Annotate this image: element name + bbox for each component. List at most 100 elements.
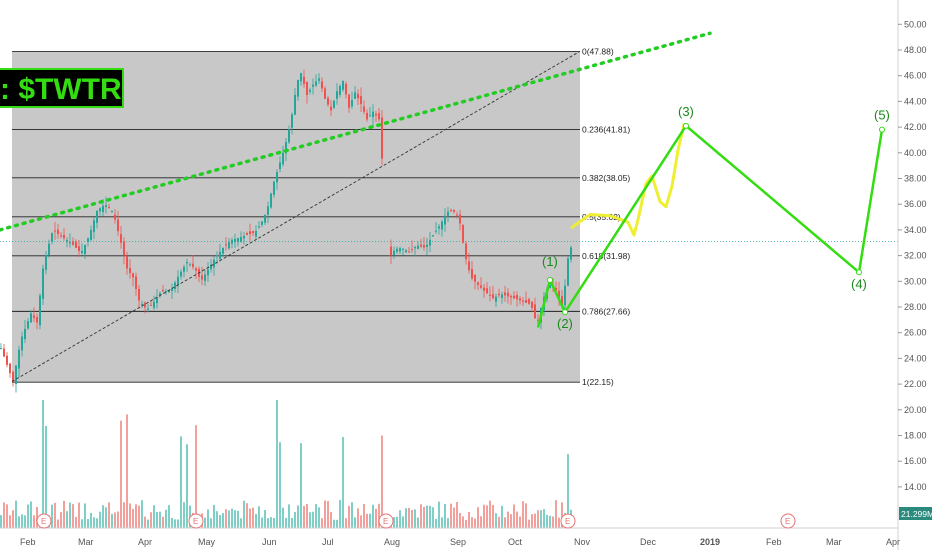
fib-level-label: 0.236(41.81) bbox=[582, 125, 630, 135]
candle-body bbox=[189, 264, 191, 266]
volume-bar bbox=[432, 507, 434, 528]
volume-bar bbox=[330, 512, 332, 528]
candle-body bbox=[33, 315, 35, 318]
candle-body bbox=[405, 250, 407, 253]
volume-bar bbox=[177, 519, 179, 528]
volume-bar bbox=[354, 517, 356, 528]
volume-bar bbox=[135, 504, 137, 528]
volume-bar bbox=[342, 437, 344, 528]
candlesticks bbox=[0, 69, 572, 393]
candle-body bbox=[90, 229, 92, 241]
candle-body bbox=[519, 298, 521, 301]
candle-body bbox=[351, 100, 353, 107]
volume-bar bbox=[357, 508, 359, 528]
candle-body bbox=[360, 96, 362, 104]
volume-bar bbox=[291, 517, 293, 528]
candle-body bbox=[510, 295, 512, 298]
volume-bar bbox=[57, 519, 59, 528]
diagonal-trendline bbox=[11, 50, 581, 382]
wave-label: (3) bbox=[678, 104, 694, 119]
candle-body bbox=[267, 206, 269, 215]
volume-bar bbox=[414, 509, 416, 528]
candle-body bbox=[69, 242, 71, 244]
time-axis: E E E E E Feb Mar Apr May Jun Jul Aug Sep Oct Nov Dec 20… bbox=[20, 513, 900, 547]
volume-bar bbox=[186, 444, 188, 528]
candle-body bbox=[315, 81, 317, 86]
candle-body bbox=[87, 238, 89, 243]
wave-label: (5) bbox=[874, 108, 890, 123]
price-tick-label: 50.00 bbox=[904, 19, 927, 29]
volume-bar bbox=[258, 506, 260, 528]
time-tick-label: 2019 bbox=[700, 537, 720, 547]
candle-body bbox=[120, 234, 122, 243]
candle-body bbox=[303, 76, 305, 85]
volume-bar bbox=[156, 512, 158, 528]
candle-body bbox=[282, 152, 284, 165]
volume-bar bbox=[501, 505, 503, 528]
candle-body bbox=[420, 244, 422, 247]
candle-body bbox=[165, 290, 167, 292]
volume-bar bbox=[276, 400, 278, 528]
candle-body bbox=[381, 117, 383, 159]
candle-body bbox=[138, 288, 140, 301]
candle-body bbox=[252, 230, 254, 234]
volume-bar bbox=[300, 443, 302, 528]
candle-body bbox=[168, 290, 170, 293]
candle-body bbox=[54, 230, 56, 232]
candle-body bbox=[309, 89, 311, 92]
wave-point bbox=[683, 122, 689, 129]
candle-body bbox=[144, 302, 146, 308]
candle-body bbox=[228, 242, 230, 249]
price-tick-label: 48.00 bbox=[904, 45, 927, 55]
volume-bar bbox=[174, 519, 176, 528]
volume-bar bbox=[75, 516, 77, 528]
candle-body bbox=[414, 246, 416, 249]
volume-bar bbox=[222, 513, 224, 528]
volume-bar bbox=[507, 511, 509, 528]
price-tick-label: 16.00 bbox=[904, 456, 927, 466]
volume-bar bbox=[42, 400, 44, 528]
candle-body bbox=[399, 248, 401, 252]
candle-body bbox=[318, 78, 320, 81]
volume-bar bbox=[129, 503, 131, 528]
candle-body bbox=[525, 300, 527, 303]
candle-body bbox=[489, 294, 491, 296]
fib-level-label: 0.5(35.02) bbox=[582, 212, 621, 222]
volume-bar bbox=[297, 505, 299, 528]
volume-bar bbox=[483, 504, 485, 528]
fib-level-label: 0(47.88) bbox=[582, 47, 614, 57]
volume-bar bbox=[336, 519, 338, 528]
price-tick-label: 28.00 bbox=[904, 302, 927, 312]
volume-bar bbox=[543, 509, 545, 528]
volume-bar bbox=[279, 442, 281, 528]
price-tick-label: 30.00 bbox=[904, 276, 927, 286]
time-tick-label: Mar bbox=[826, 537, 842, 547]
volume-bar bbox=[243, 500, 245, 528]
volume-bar bbox=[18, 516, 20, 528]
candle-body bbox=[441, 221, 443, 230]
volume-bar bbox=[237, 510, 239, 528]
volume-bar bbox=[462, 516, 464, 528]
volume-bar bbox=[171, 517, 173, 528]
candle-body bbox=[516, 295, 518, 300]
projected-path-sketch bbox=[570, 123, 686, 237]
volume-bar bbox=[447, 518, 449, 528]
candle-body bbox=[153, 301, 155, 308]
candle-body bbox=[534, 304, 536, 319]
volume-bar bbox=[66, 511, 68, 528]
candle-body bbox=[183, 266, 185, 272]
candle-body bbox=[180, 271, 182, 277]
volume-bar bbox=[225, 509, 227, 528]
candle-body bbox=[114, 214, 116, 220]
earnings-marker-label: E bbox=[383, 517, 388, 526]
volume-bar bbox=[495, 513, 497, 528]
candle-body bbox=[72, 241, 74, 245]
volume-bar bbox=[72, 504, 74, 528]
candle-body bbox=[243, 236, 245, 239]
candle-body bbox=[246, 233, 248, 236]
volume-bar bbox=[267, 518, 269, 528]
volume-bar bbox=[204, 517, 206, 528]
volume-bar bbox=[255, 514, 257, 528]
